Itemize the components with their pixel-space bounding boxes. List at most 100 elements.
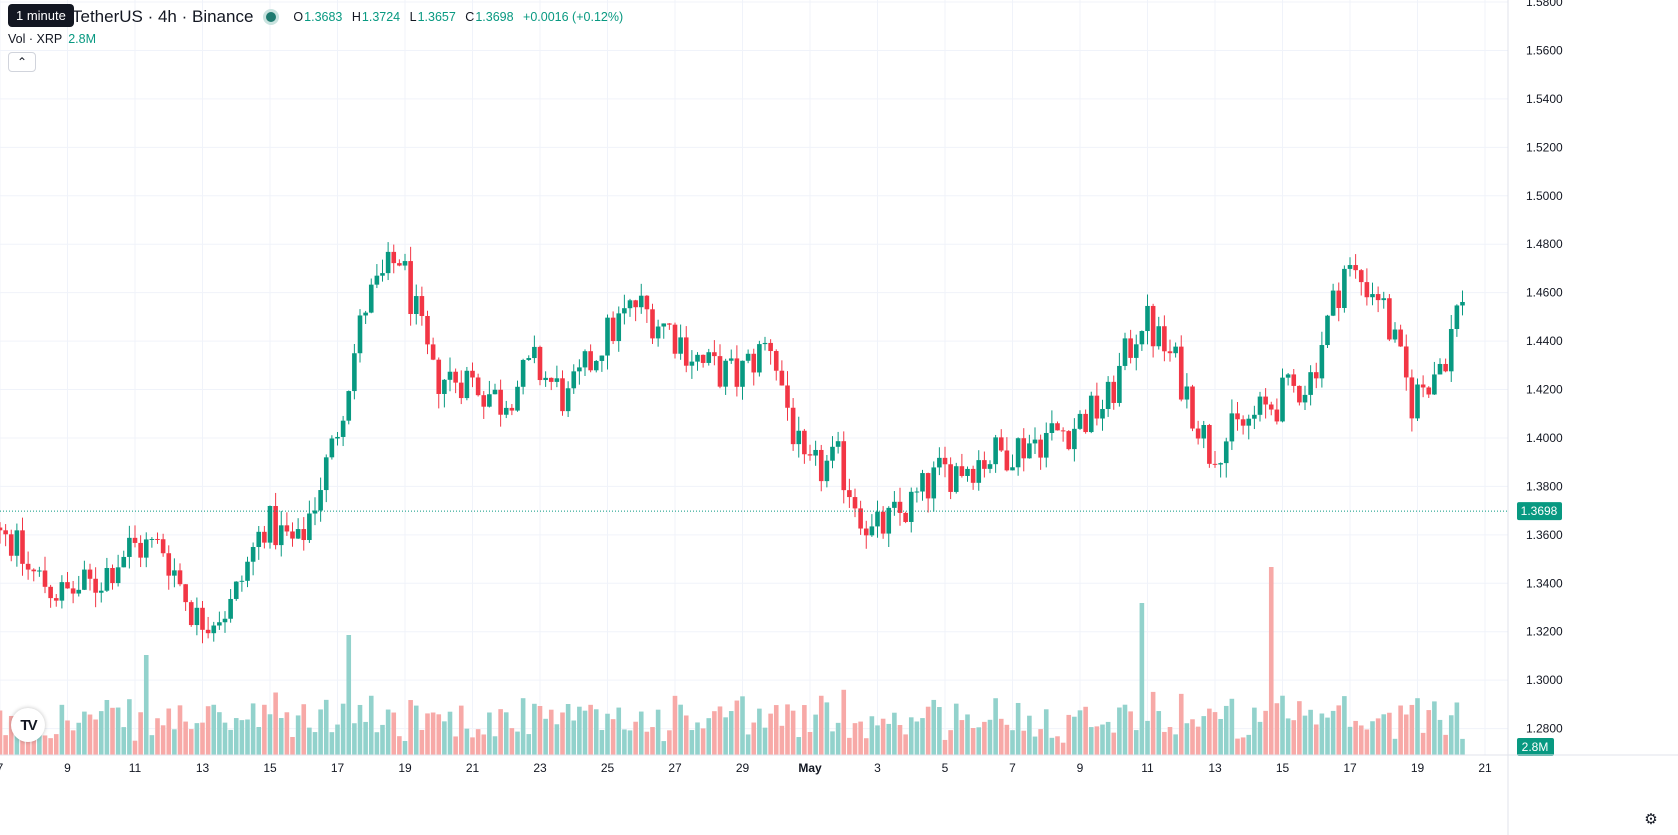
candle-body (53, 598, 59, 601)
volume-bar (807, 731, 813, 755)
time-axis[interactable]: 7 9 11 13 15 17 19 21 23 25 27 29 May 3 5 7 9 11 13 15 17 19 2… (0, 754, 1678, 775)
candle-body (1415, 384, 1420, 419)
volume-bar (672, 695, 678, 755)
volume-bar (779, 725, 785, 755)
volume-bar (959, 720, 965, 755)
candle-body (1004, 450, 1010, 471)
tradingview-logo[interactable]: TV (11, 708, 45, 742)
candle-body (110, 567, 115, 584)
candle-body (1049, 423, 1055, 433)
candle-body (430, 344, 436, 360)
volume-bar (93, 719, 98, 755)
volume-bar (385, 709, 391, 755)
candle-body (408, 261, 413, 315)
volume-bar (638, 711, 644, 755)
candle-body (132, 537, 138, 543)
volume-bar (1268, 567, 1274, 755)
volume-bar (1347, 726, 1353, 755)
candle-body (1021, 438, 1027, 459)
volume-bar (1010, 730, 1015, 755)
volume-bar (1460, 738, 1465, 755)
volume-bar (858, 721, 863, 755)
candle-body (925, 473, 931, 499)
time-tick-label: 21 (1478, 761, 1492, 775)
candle-body (492, 389, 498, 395)
candle-body (245, 561, 250, 581)
volume-bar (751, 722, 757, 755)
volume-bar (931, 699, 937, 755)
price-axis[interactable]: 1.2800 1.3000 1.3200 1.3400 1.3600 1.3800 1.40… (1507, 0, 1563, 835)
volume-bar (1353, 720, 1358, 755)
candle-body (93, 578, 98, 593)
price-tick-label: 1.5800 (1526, 0, 1563, 9)
symbol-title[interactable]: TetherUS · 4h · Binance (72, 7, 254, 26)
volume-bar (1207, 708, 1212, 755)
volume-bar (667, 730, 672, 755)
candle-body (228, 598, 233, 619)
volume-bar (1387, 712, 1392, 755)
candle-body (588, 351, 593, 371)
live-status-icon (263, 9, 280, 25)
volume-bar (278, 718, 284, 755)
volume-bar (1184, 723, 1190, 755)
candle-body (678, 337, 683, 354)
candle-body (937, 457, 942, 468)
candle-body (65, 582, 70, 589)
volume-bar (149, 735, 155, 755)
volume-bar (908, 717, 914, 755)
candle-body (1347, 265, 1353, 269)
candle-body (1027, 443, 1032, 459)
volume-bar (419, 729, 425, 755)
candle-body (880, 511, 886, 534)
candle-body (548, 377, 554, 382)
volume-bar (98, 711, 104, 755)
candle-body (908, 491, 914, 522)
candle-body (340, 420, 346, 437)
volume-bar (155, 718, 160, 755)
volume-bar (1083, 706, 1088, 755)
candle-body (1195, 428, 1201, 439)
volume-bar (262, 704, 267, 755)
volume-bar (869, 716, 875, 755)
candle-body (1336, 290, 1342, 308)
volume-bar (1100, 724, 1105, 755)
volume-bar (976, 727, 982, 755)
volume-bar (633, 721, 638, 755)
volume-bar (1150, 691, 1156, 755)
candle-body (1454, 305, 1460, 329)
candle-body (143, 539, 149, 558)
candle-body (863, 528, 869, 536)
time-tick-label: 13 (1208, 761, 1222, 775)
volume-bar (824, 702, 830, 755)
volume-bar (1173, 734, 1178, 755)
candle-body (672, 324, 678, 354)
volume-bar (886, 723, 892, 755)
candle-body (1285, 374, 1291, 378)
volume-bar (790, 710, 796, 755)
candle-body (712, 352, 717, 357)
volume-bar (942, 739, 948, 755)
volume-bar (1139, 603, 1145, 755)
time-tick-label: 9 (1077, 761, 1084, 775)
candle-body (734, 358, 740, 387)
volume-bar (1117, 707, 1122, 755)
candle-body (1038, 439, 1043, 458)
candle-body (1280, 377, 1285, 422)
volume-bar (1027, 715, 1032, 755)
volume-bar (1229, 698, 1235, 755)
candle-body (841, 441, 847, 491)
volume-bar (295, 715, 301, 755)
volume-bar (14, 724, 20, 755)
gear-icon[interactable]: ⚙ (1644, 811, 1658, 828)
candle-body (419, 296, 425, 316)
volume-bar (785, 704, 790, 755)
volume-bar (82, 711, 87, 755)
chevron-up-icon[interactable]: ⌃ (8, 52, 36, 72)
volume-bar (1043, 709, 1049, 755)
volume-bar (346, 635, 352, 755)
volume-bar (329, 732, 335, 755)
candle-body (290, 531, 295, 539)
volume-bar (773, 705, 779, 755)
candle-body (1190, 386, 1195, 429)
